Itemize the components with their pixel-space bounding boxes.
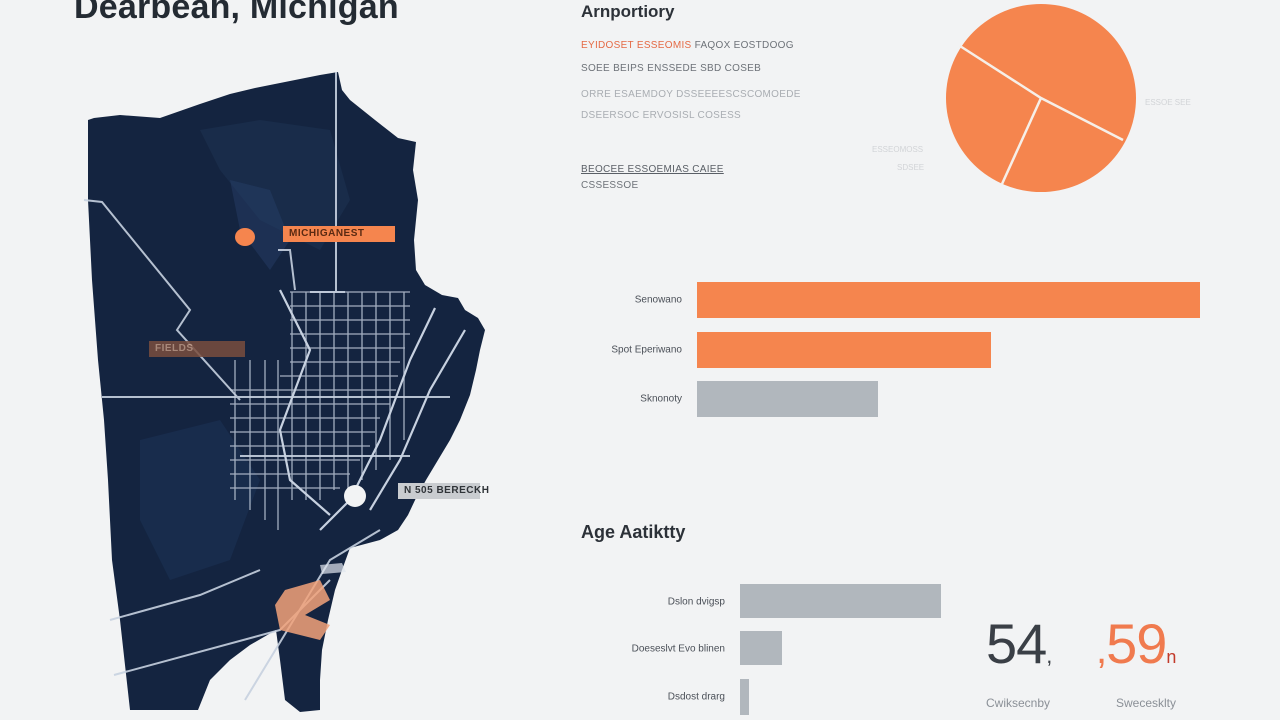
bar-2[interactable] (697, 332, 991, 368)
stat-label-2: Swecesklty (1116, 696, 1177, 710)
info-line-1-accent: EYIDOSET ESSEOMIS (581, 40, 692, 51)
bar-row-3: Sknonoty (560, 381, 1200, 417)
info-line-6: CSSESSOE (581, 180, 639, 191)
age-section-title: Age Aatiktty (581, 522, 686, 542)
pie-label-left-2: SDSEE (897, 163, 925, 172)
bar-1[interactable] (697, 282, 1200, 318)
age-bar-label-3: Dsdost drarg (667, 691, 725, 703)
bar-row-1: Senowano (560, 282, 1200, 318)
location-marker-white[interactable] (344, 485, 366, 507)
info-line-3: ORRE ESAEMDOY DSSEEEESCSCOMOEDE (581, 89, 801, 100)
info-line-1: EYIDOSET ESSEOMIS FAQOX EOSTDOOG (581, 40, 794, 51)
bar-label-1: Senowano (634, 294, 682, 306)
stat-value-2-suffix: n (1166, 647, 1176, 667)
age-bar-row-3: Dsdost drarg (560, 679, 960, 715)
age-bar-row-1: Dslon dvigsp (560, 584, 960, 620)
age-bar-label-2: Doeseslvt Evo blinen (631, 643, 725, 655)
pie-label-right: ESSOE SEE (1145, 98, 1191, 107)
location-marker-orange[interactable] (235, 228, 255, 246)
age-bar-3[interactable] (740, 679, 749, 715)
bar-label-2: Spot Eperiwano (611, 344, 682, 356)
bar-row-2: Spot Eperiwano (560, 332, 1200, 368)
map-label-secondary: FIELDS (149, 341, 245, 357)
age-bar-row-2: Doeseslvt Evo blinen (560, 631, 960, 667)
bar-label-3: Sknonoty (640, 393, 682, 405)
stat-value-1-suffix: , (1046, 643, 1052, 668)
page-title: Dearbeah, Michigan (74, 0, 399, 26)
stat-value-1-number: 54 (986, 612, 1047, 675)
bar-3[interactable] (697, 381, 878, 417)
stat-value-1: 54, (986, 612, 1052, 686)
pie-chart (946, 4, 1136, 192)
map-label-tertiary: N 505 BERECKH (398, 483, 489, 499)
stat-label-1: Cwiksecnby (986, 696, 1051, 710)
city-map[interactable]: MICHIGANEST FIELDS N 505 BERECKH (80, 60, 500, 720)
info-line-1-rest: FAQOX EOSTDOOG (691, 40, 794, 51)
pie-label-left: ESSEOMOSS (872, 145, 924, 154)
info-line-4: DSEERSOC ERVOSISL COSESS (581, 110, 742, 121)
age-bar-2[interactable] (740, 631, 782, 665)
info-link[interactable]: BEOCEE ESSOEMIAS CAIEE (581, 164, 724, 175)
age-bar-label-1: Dslon dvigsp (667, 596, 725, 608)
age-bar-1[interactable] (740, 584, 941, 618)
map-graphic (83, 72, 485, 712)
stat-value-2: ,59n (1096, 612, 1176, 687)
stat-value-2-number: 59 (1106, 612, 1167, 675)
info-title: Arnportiory (581, 2, 675, 21)
map-label-primary: MICHIGANEST (283, 226, 395, 242)
info-line-2: SOEE BEIPS ENSSEDE SBD COSEB (581, 63, 762, 74)
stat-value-2-prefix: , (1096, 628, 1107, 672)
